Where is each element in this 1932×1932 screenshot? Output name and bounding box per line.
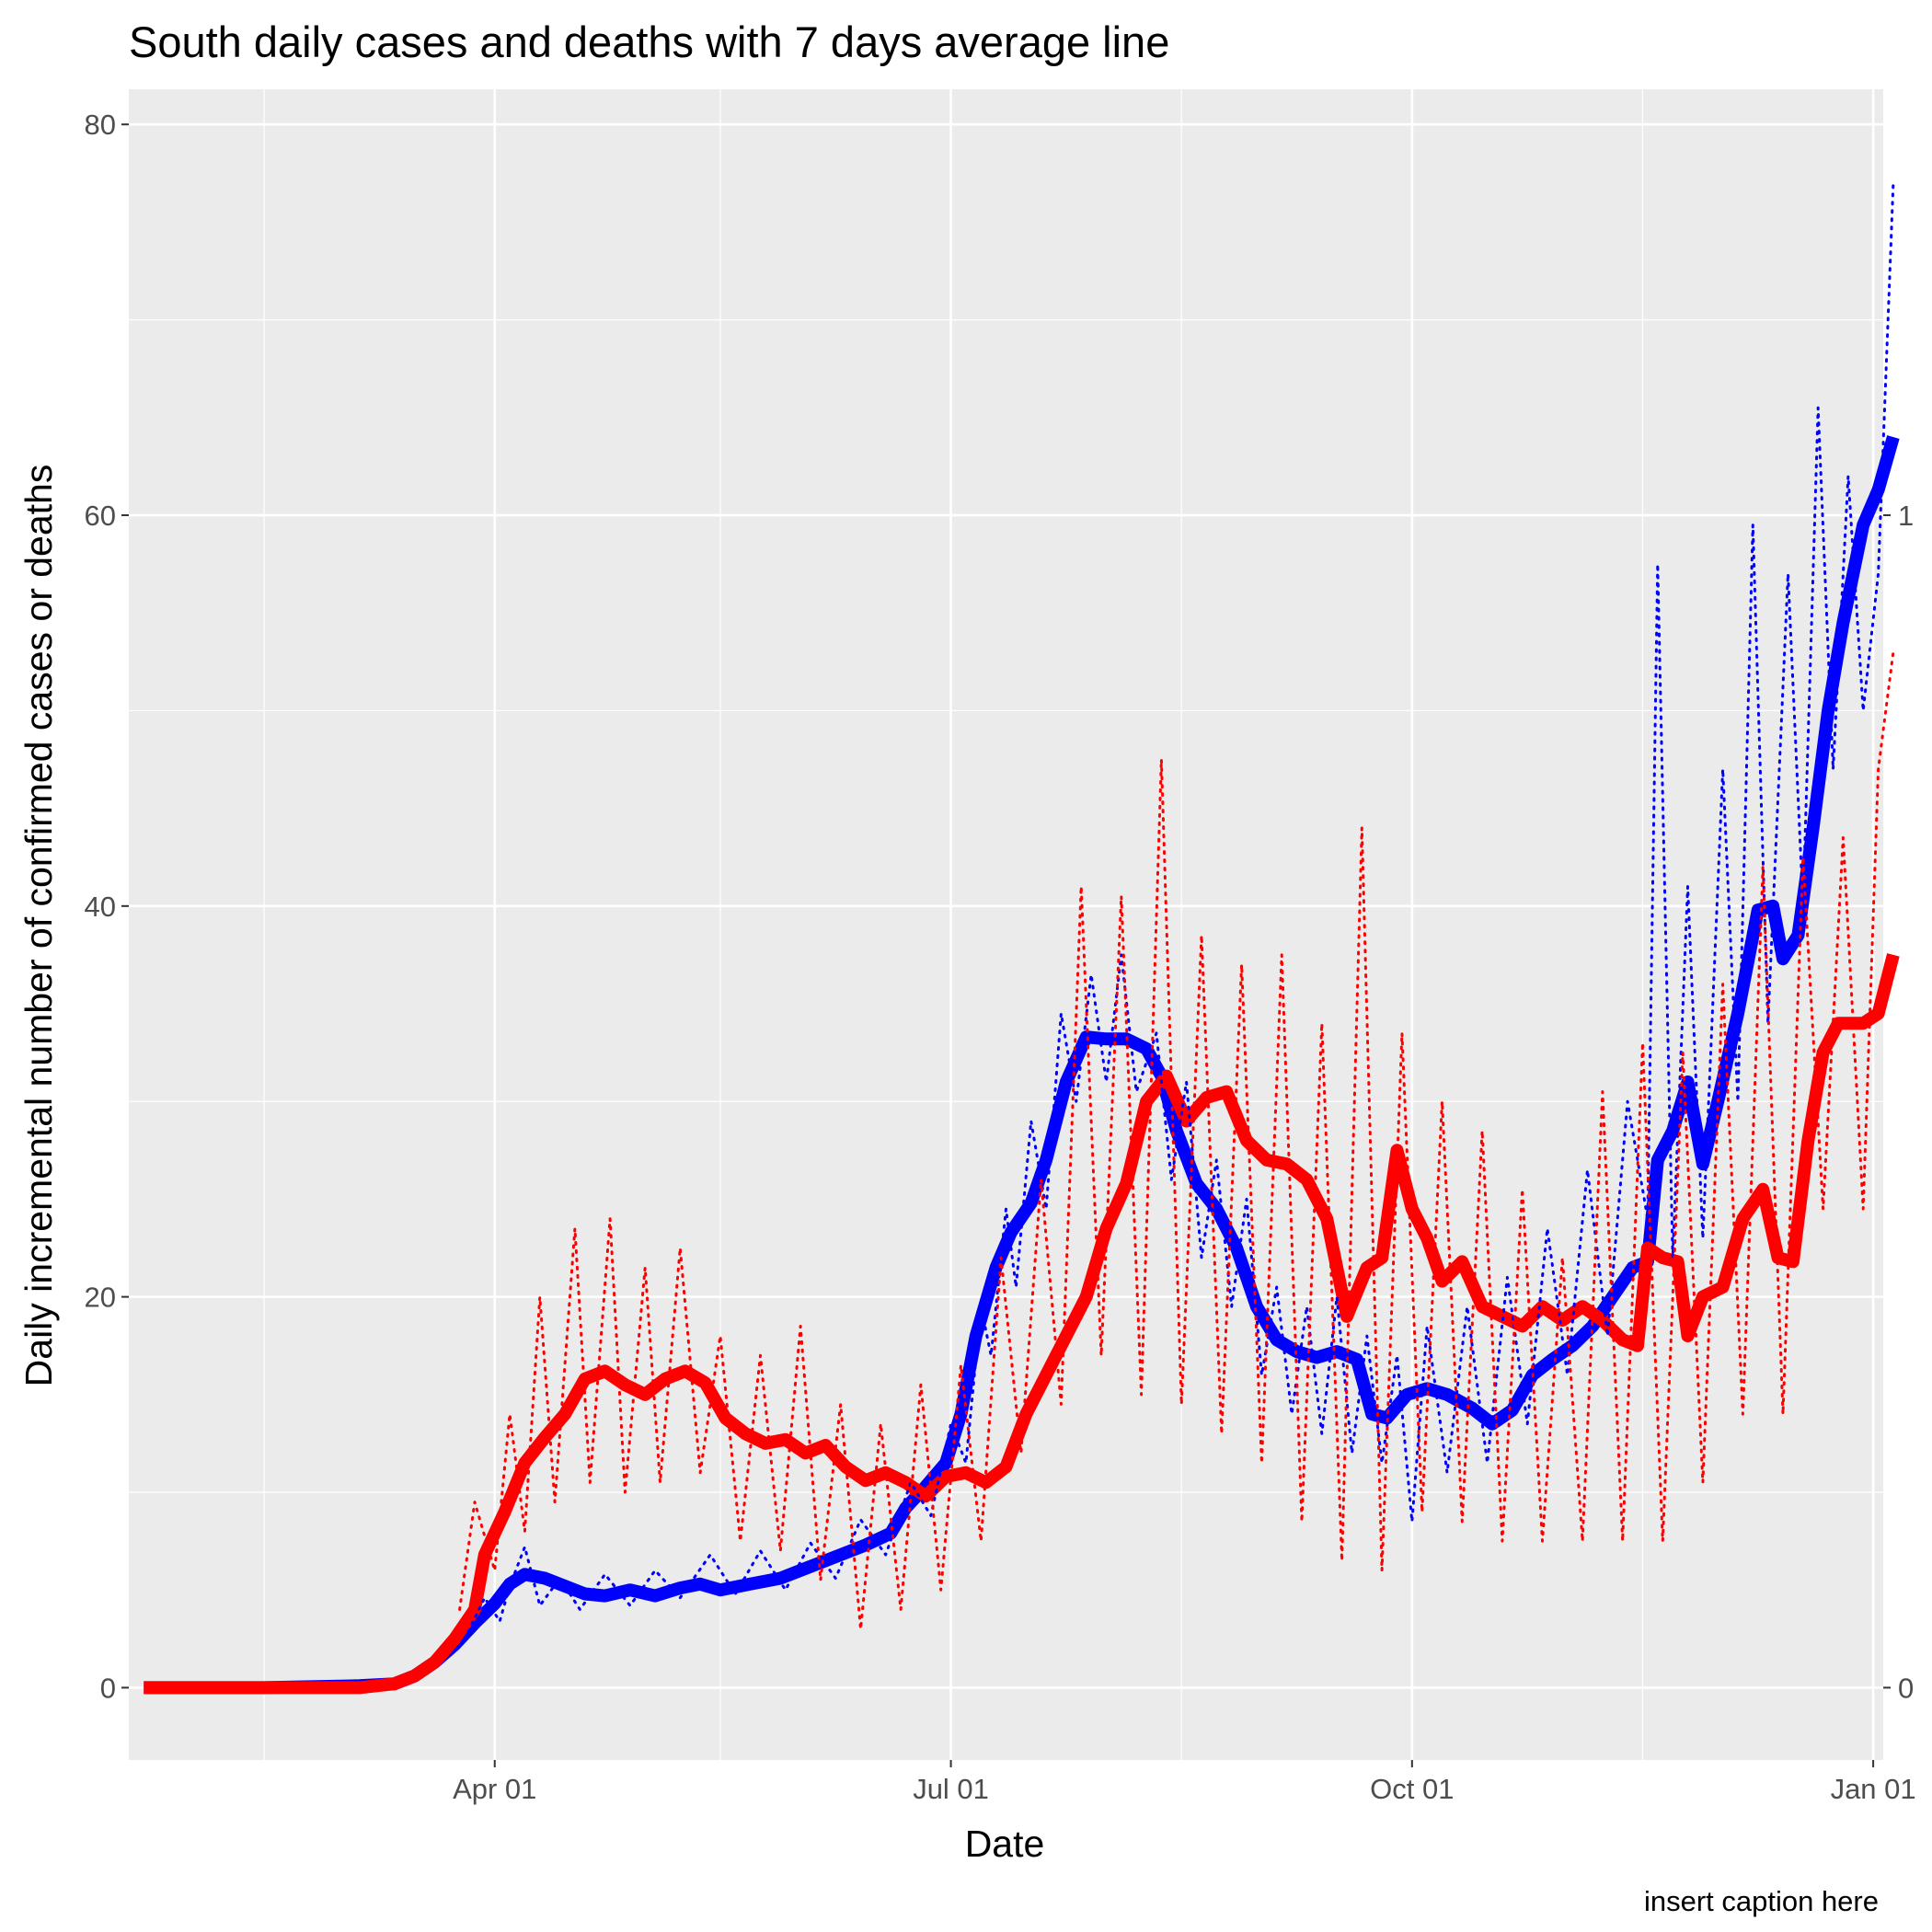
x-tick-label-0: Apr 01 [453,1773,536,1805]
series-line-1 [144,953,1900,1695]
x-tick-label-3: Jan 01 [1831,1773,1916,1805]
chart-title: South daily cases and deaths with 7 days… [129,17,1169,66]
series-layer [144,181,1900,1695]
grid [129,89,1883,1760]
y-tick-label-2: 40 [85,891,116,923]
y2-tick-label-0: 0 [1898,1672,1914,1704]
caption: insert caption here [1644,1885,1879,1917]
x-axis-title: Date [965,1823,1045,1865]
y-tick-label-4: 80 [85,109,116,141]
x-tick-label-2: Oct 01 [1370,1773,1454,1805]
y2-tick-label-1: 1 [1898,500,1914,532]
y-tick-label-0: 0 [100,1672,116,1704]
series-line-3 [458,650,1895,1631]
y-tick-label-1: 20 [85,1282,116,1314]
series-line-0 [144,435,1900,1695]
x-tick-label-1: Jul 01 [913,1773,989,1805]
axes: 0 20 40 60 80 0 1 Apr 01 Jul 01 Oct 01 Jan 01 [85,109,1916,1805]
y-tick-label-3: 60 [85,500,116,532]
y-axis-title: Daily incremental number of confirmed ca… [17,465,60,1387]
series-line-2 [463,181,1895,1640]
plot-panel [129,89,1883,1760]
